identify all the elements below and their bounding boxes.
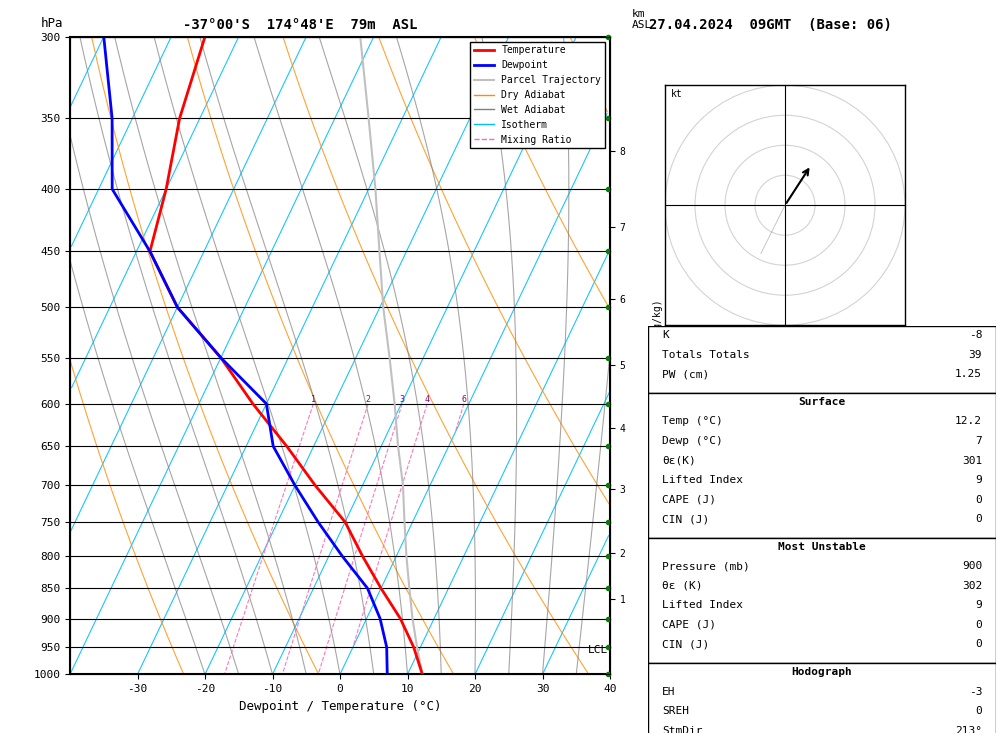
Text: Temp (°C): Temp (°C) bbox=[662, 416, 723, 427]
Text: Surface: Surface bbox=[798, 397, 846, 407]
Text: LCL: LCL bbox=[588, 645, 608, 655]
Text: PW (cm): PW (cm) bbox=[662, 369, 709, 379]
Text: Lifted Index: Lifted Index bbox=[662, 600, 743, 611]
Bar bbox=[648, 663, 996, 733]
Text: km
ASL: km ASL bbox=[632, 9, 652, 30]
Text: 302: 302 bbox=[962, 581, 982, 591]
Bar bbox=[648, 393, 996, 538]
X-axis label: Dewpoint / Temperature (°C): Dewpoint / Temperature (°C) bbox=[239, 699, 441, 712]
Text: Hodograph: Hodograph bbox=[792, 667, 852, 677]
Text: 2: 2 bbox=[366, 395, 371, 404]
Text: 0: 0 bbox=[975, 495, 982, 504]
Text: SREH: SREH bbox=[662, 706, 689, 716]
Text: 0: 0 bbox=[975, 514, 982, 524]
Text: kt: kt bbox=[671, 89, 683, 99]
Text: 1.25: 1.25 bbox=[955, 369, 982, 379]
Text: 1: 1 bbox=[311, 395, 316, 404]
Legend: Temperature, Dewpoint, Parcel Trajectory, Dry Adiabat, Wet Adiabat, Isotherm, Mi: Temperature, Dewpoint, Parcel Trajectory… bbox=[470, 42, 605, 149]
Text: 27.04.2024  09GMT  (Base: 06): 27.04.2024 09GMT (Base: 06) bbox=[649, 18, 891, 32]
Text: StmDir: StmDir bbox=[662, 726, 702, 733]
Text: CAPE (J): CAPE (J) bbox=[662, 495, 716, 504]
Text: 3: 3 bbox=[400, 395, 405, 404]
Text: 213°: 213° bbox=[955, 726, 982, 733]
Text: 301: 301 bbox=[962, 455, 982, 465]
Text: -37°00'S  174°48'E  79m  ASL: -37°00'S 174°48'E 79m ASL bbox=[183, 18, 417, 32]
Text: 0: 0 bbox=[975, 639, 982, 649]
Text: 4: 4 bbox=[425, 395, 430, 404]
Text: Pressure (mb): Pressure (mb) bbox=[662, 561, 750, 571]
Bar bbox=[648, 326, 996, 393]
Text: K: K bbox=[662, 331, 669, 340]
Text: 9: 9 bbox=[975, 475, 982, 485]
Text: 12.2: 12.2 bbox=[955, 416, 982, 427]
Text: CIN (J): CIN (J) bbox=[662, 639, 709, 649]
Text: 0: 0 bbox=[975, 706, 982, 716]
Text: Totals Totals: Totals Totals bbox=[662, 350, 750, 360]
Text: 7: 7 bbox=[975, 436, 982, 446]
Text: hPa: hPa bbox=[40, 18, 63, 30]
Text: 900: 900 bbox=[962, 561, 982, 571]
Text: CAPE (J): CAPE (J) bbox=[662, 620, 716, 630]
Text: EH: EH bbox=[662, 687, 675, 696]
Text: -8: -8 bbox=[969, 331, 982, 340]
Text: Dewp (°C): Dewp (°C) bbox=[662, 436, 723, 446]
Bar bbox=[648, 538, 996, 663]
Text: 6: 6 bbox=[461, 395, 466, 404]
Text: -3: -3 bbox=[969, 687, 982, 696]
Text: θε(K): θε(K) bbox=[662, 455, 696, 465]
Text: 39: 39 bbox=[969, 350, 982, 360]
Text: Lifted Index: Lifted Index bbox=[662, 475, 743, 485]
Text: Mixing Ratio (g/kg): Mixing Ratio (g/kg) bbox=[653, 300, 663, 411]
Text: 0: 0 bbox=[975, 620, 982, 630]
Text: Most Unstable: Most Unstable bbox=[778, 542, 866, 552]
Text: CIN (J): CIN (J) bbox=[662, 514, 709, 524]
Text: θε (K): θε (K) bbox=[662, 581, 702, 591]
Text: 9: 9 bbox=[975, 600, 982, 611]
